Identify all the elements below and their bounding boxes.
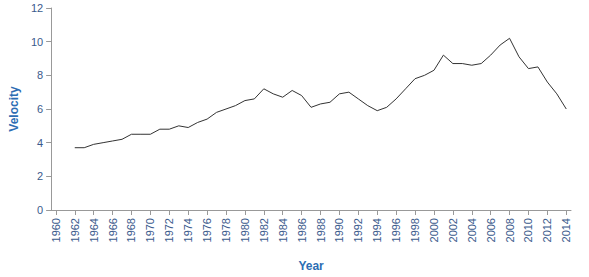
svg-text:10: 10 (31, 36, 43, 48)
svg-text:1992: 1992 (352, 218, 364, 242)
svg-text:1994: 1994 (371, 218, 383, 242)
svg-text:8: 8 (37, 69, 43, 81)
svg-text:12: 12 (31, 2, 43, 14)
svg-text:2012: 2012 (541, 218, 553, 242)
svg-text:1972: 1972 (163, 218, 175, 242)
svg-text:2014: 2014 (560, 218, 572, 242)
svg-text:2006: 2006 (485, 218, 497, 242)
svg-text:1978: 1978 (220, 218, 232, 242)
svg-text:1998: 1998 (409, 218, 421, 242)
svg-text:1976: 1976 (201, 218, 213, 242)
svg-text:1984: 1984 (277, 218, 289, 242)
svg-text:4: 4 (37, 137, 43, 149)
svg-text:0: 0 (37, 204, 43, 216)
svg-text:1982: 1982 (258, 218, 270, 242)
svg-text:2: 2 (37, 170, 43, 182)
svg-text:1980: 1980 (239, 218, 251, 242)
svg-text:6: 6 (37, 103, 43, 115)
svg-text:1970: 1970 (144, 218, 156, 242)
svg-text:2004: 2004 (466, 218, 478, 242)
svg-text:2010: 2010 (522, 218, 534, 242)
svg-text:2008: 2008 (504, 218, 516, 242)
svg-text:1990: 1990 (333, 218, 345, 242)
svg-text:1962: 1962 (69, 218, 81, 242)
svg-text:1964: 1964 (88, 218, 100, 242)
svg-text:1974: 1974 (182, 218, 194, 242)
svg-text:1968: 1968 (125, 218, 137, 242)
svg-text:2002: 2002 (447, 218, 459, 242)
svg-text:Velocity: Velocity (7, 86, 21, 132)
svg-text:1996: 1996 (390, 218, 402, 242)
svg-text:1960: 1960 (50, 218, 62, 242)
svg-text:1988: 1988 (315, 218, 327, 242)
svg-text:2000: 2000 (428, 218, 440, 242)
svg-text:1986: 1986 (296, 218, 308, 242)
svg-text:1966: 1966 (107, 218, 119, 242)
svg-text:Year: Year (298, 259, 324, 273)
